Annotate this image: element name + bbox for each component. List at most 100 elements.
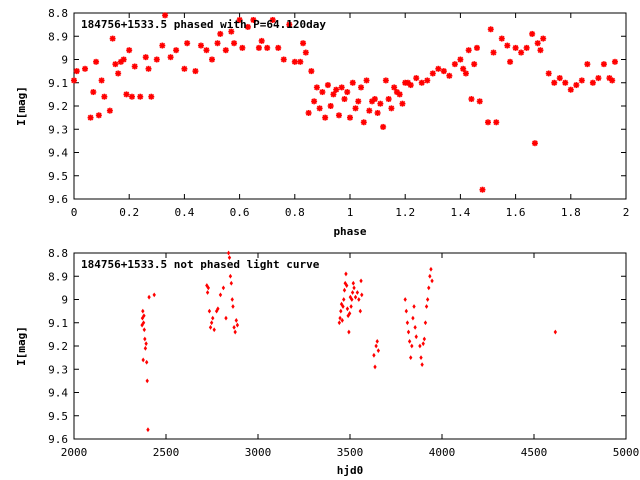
phased-data-point xyxy=(388,105,395,112)
unphased-data-point xyxy=(376,348,381,354)
phased-y-tick-label: 8.8 xyxy=(48,7,68,20)
unphased-data-point xyxy=(142,313,146,319)
phased-data-point xyxy=(173,47,180,54)
phased-data-point xyxy=(595,75,602,82)
phased-data-point xyxy=(142,54,149,61)
unphased-data-point xyxy=(141,357,145,363)
unphased-data-point xyxy=(142,327,146,333)
phased-x-tick-label: 0.8 xyxy=(285,206,305,219)
phased-data-point xyxy=(531,140,538,147)
phased-data-point xyxy=(371,96,378,103)
unphased-data-point xyxy=(429,266,433,272)
phased-data-point xyxy=(440,68,447,75)
phased-data-point xyxy=(465,47,472,54)
phased-data-point xyxy=(471,61,478,68)
phased-data-point xyxy=(487,26,494,33)
phased-data-point xyxy=(551,79,558,86)
phased-data-point xyxy=(209,56,215,63)
unphased-data-point xyxy=(345,306,350,312)
phased-data-point xyxy=(537,47,544,54)
phased-data-point xyxy=(355,98,362,105)
phased-data-point xyxy=(82,65,89,72)
unphased-x-tick-label: 4000 xyxy=(429,446,456,459)
phased-data-point xyxy=(512,44,519,51)
unphased-data-point xyxy=(430,278,434,284)
unphased-y-axis-label: I[mag] xyxy=(15,326,28,366)
unphased-data-point xyxy=(553,329,558,335)
unphased-data-point xyxy=(152,292,156,298)
unphased-data-point xyxy=(232,325,236,330)
phased-data-point xyxy=(498,35,505,42)
phased-data-point xyxy=(322,114,329,121)
unphased-data-point xyxy=(413,325,417,330)
phased-data-point xyxy=(396,91,403,98)
phased-y-tick-label: 8.9 xyxy=(48,30,68,43)
unphased-data-point xyxy=(412,304,416,309)
unphased-data-point xyxy=(227,255,232,261)
phased-data-point xyxy=(269,16,276,23)
phased-data-point xyxy=(341,96,348,103)
unphased-data-point xyxy=(144,341,148,347)
phased-data-point xyxy=(556,75,563,82)
phased-y-tick-label: 9.4 xyxy=(48,147,68,160)
unphased-data-point xyxy=(206,285,210,291)
phased-data-point xyxy=(407,82,414,89)
unphased-data-point xyxy=(405,320,410,326)
unphased-data-point xyxy=(404,308,408,314)
unphased-data-point xyxy=(359,278,363,284)
phased-data-point xyxy=(228,28,235,35)
phased-y-axis-label: I[mag] xyxy=(15,86,28,126)
unphased-chart-title: 184756+1533.5 not phased light curve xyxy=(81,258,320,271)
phased-data-point xyxy=(507,58,514,65)
phased-data-point xyxy=(377,100,384,107)
phased-data-point xyxy=(567,86,574,93)
unphased-x-tick-label: 2000 xyxy=(61,446,88,459)
phased-data-point xyxy=(98,77,105,84)
phased-data-point xyxy=(167,54,174,61)
phased-data-point xyxy=(73,68,80,75)
phased-data-point xyxy=(300,40,307,47)
phased-data-point xyxy=(112,61,119,68)
phased-data-point xyxy=(302,49,309,56)
unphased-data-point xyxy=(349,304,353,309)
phased-x-tick-label: 2 xyxy=(623,206,630,219)
phased-data-point xyxy=(311,98,318,105)
phased-data-point xyxy=(87,114,94,121)
unphased-data-point xyxy=(216,306,220,312)
unphased-data-point xyxy=(233,329,237,335)
phased-data-point xyxy=(609,77,616,84)
unphased-data-point xyxy=(357,297,361,302)
unphased-data-point xyxy=(344,271,348,277)
unphased-data-point xyxy=(427,285,431,291)
unphased-data-point xyxy=(347,311,352,316)
phased-data-point xyxy=(374,109,381,116)
unphased-data-point xyxy=(407,338,412,344)
phased-data-point xyxy=(363,77,370,84)
phased-data-point xyxy=(313,84,320,91)
phased-axis-ticks: 0 0.2 0.4 0.6 0.8 1 1.2 1.4 1.6 1.8 2 8.8 8.9 9 9.1 9.2… xyxy=(48,7,629,219)
phased-data-point xyxy=(457,56,464,63)
phased-x-tick-label: 1.4 xyxy=(450,206,470,219)
phased-data-point xyxy=(90,89,97,96)
phased-data-point xyxy=(203,47,210,54)
unphased-data-point xyxy=(425,297,430,302)
unphased-x-tick-label: 2500 xyxy=(153,446,180,459)
unphased-y-tick-label: 8.9 xyxy=(48,270,68,283)
phased-data-point xyxy=(308,68,315,75)
unphased-data-point xyxy=(342,287,347,293)
unphased-data-point xyxy=(372,352,376,358)
phased-data-point xyxy=(145,65,152,72)
unphased-y-tick-label: 9.3 xyxy=(48,363,68,376)
unphased-data-point xyxy=(212,327,216,333)
phased-x-tick-label: 1.2 xyxy=(395,206,415,219)
unphased-x-tick-label: 5000 xyxy=(613,446,640,459)
phased-data-point xyxy=(435,65,442,72)
phased-data-points xyxy=(71,12,618,193)
unphased-data-point xyxy=(410,343,414,349)
phased-data-point xyxy=(335,112,342,119)
phased-data-point xyxy=(518,49,525,56)
unphased-data-point xyxy=(345,283,349,288)
phased-data-point xyxy=(239,44,246,51)
phased-data-point xyxy=(128,93,135,100)
phased-data-point xyxy=(534,40,541,47)
